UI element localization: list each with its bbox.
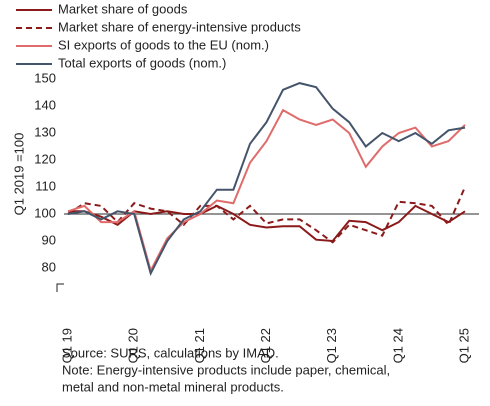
y-tick-label: 110: [35, 178, 56, 193]
series-line: [67, 186, 466, 244]
legend-label: Market share of energy-intensive product…: [58, 19, 301, 34]
y-tick-label: 90: [42, 232, 56, 247]
x-tick-label: Q1 22: [258, 328, 273, 363]
legend-label: SI exports of goods to the EU (nom.): [58, 37, 269, 52]
note: Source: SURS, calculations by IMAD.: [62, 345, 279, 360]
axis-break: [56, 283, 64, 292]
note: Note: Energy-intensive products include …: [62, 362, 390, 377]
x-tick-label: Q1 23: [324, 328, 339, 363]
y-tick-label: 140: [34, 97, 56, 112]
y-tick-label: 130: [34, 124, 56, 139]
series-line: [67, 108, 466, 274]
y-tick-label: 100: [34, 205, 56, 220]
x-tick-label: Q1 20: [126, 328, 141, 363]
y-axis-label: Q1 2019 =100: [11, 133, 26, 216]
y-tick-label: 150: [34, 70, 56, 85]
x-tick-label: Q1 24: [390, 328, 405, 363]
legend-label: Total exports of goods (nom.): [58, 55, 226, 70]
x-tick-label: Q1 21: [192, 328, 207, 363]
y-tick-label: 80: [42, 259, 56, 274]
note: metal and non-metal mineral products.: [62, 379, 284, 394]
x-tick-label: Q1 19: [59, 328, 74, 363]
series-line: [67, 82, 466, 277]
legend-label: Market share of goods: [58, 1, 188, 16]
x-tick-label: Q1 25: [456, 328, 471, 363]
y-tick-label: 120: [34, 151, 56, 166]
